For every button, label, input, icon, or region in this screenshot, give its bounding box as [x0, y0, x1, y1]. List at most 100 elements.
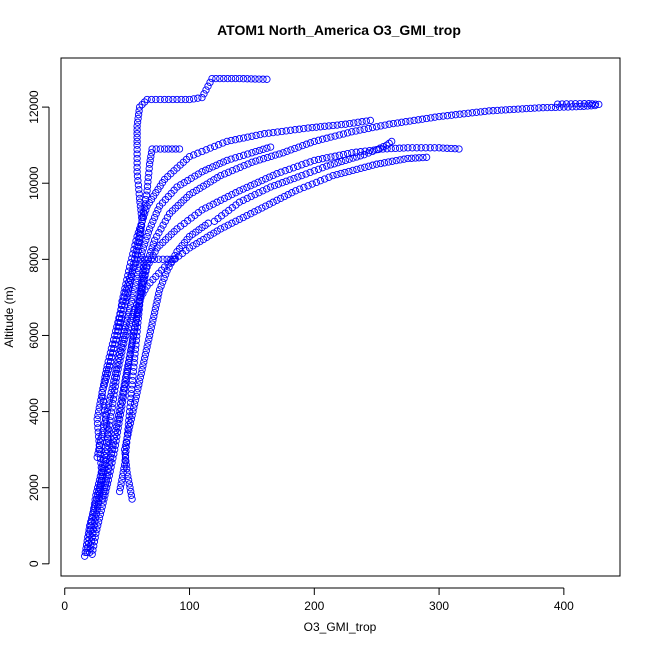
data-point: [102, 487, 110, 496]
data-point: [337, 120, 345, 129]
data-point: [133, 332, 141, 340]
data-point: [283, 147, 291, 155]
data-point: [94, 484, 102, 492]
data-point: [125, 267, 133, 275]
data-point: [489, 107, 497, 115]
x-tick-label: 0: [61, 599, 68, 613]
data-point: [147, 149, 156, 157]
data-point: [123, 434, 131, 442]
data-point: [298, 141, 307, 150]
data-point: [137, 221, 145, 229]
data-point: [286, 126, 295, 134]
data-point: [143, 182, 152, 191]
data-point: [124, 358, 133, 366]
data-point: [314, 155, 323, 164]
data-point: [123, 276, 131, 284]
data-point: [86, 526, 94, 534]
data-point: [239, 185, 247, 193]
data-point: [274, 180, 283, 188]
data-point: [103, 362, 111, 370]
data-point: [163, 255, 171, 263]
data-point: [106, 362, 114, 370]
data-point: [138, 274, 146, 283]
data-point: [227, 136, 235, 145]
data-point: [148, 145, 156, 153]
data-point: [121, 324, 130, 332]
data-point: [132, 392, 140, 401]
data-point: [210, 142, 219, 151]
data-point: [128, 376, 137, 385]
data-point: [90, 504, 98, 513]
data-point: [116, 347, 125, 355]
data-point: [149, 217, 157, 225]
data-point: [204, 219, 212, 227]
y-axis-label: Altitude (m): [2, 286, 16, 347]
data-point: [447, 144, 455, 153]
data-point: [109, 438, 118, 446]
data-point: [123, 468, 131, 477]
data-point: [321, 122, 329, 130]
data-point: [206, 78, 214, 87]
data-point: [402, 118, 410, 126]
data-point: [146, 328, 155, 336]
data-point: [326, 161, 335, 169]
data-point: [209, 200, 217, 208]
data-point: [289, 164, 298, 172]
data-point: [122, 320, 130, 328]
plot-frame: [60, 57, 621, 577]
data-point: [298, 171, 306, 180]
data-point: [108, 340, 117, 348]
data-point: [227, 74, 236, 83]
data-point: [410, 116, 418, 125]
data-point: [167, 259, 175, 267]
data-point: [124, 430, 132, 439]
data-point: [173, 95, 181, 104]
data-point: [117, 396, 126, 404]
data-point: [152, 95, 160, 104]
data-point: [135, 185, 143, 194]
data-point: [139, 267, 147, 275]
data-point: [97, 506, 105, 515]
x-tick-label: 200: [304, 599, 324, 613]
data-point: [133, 118, 142, 126]
data-point: [314, 136, 323, 144]
data-point: [185, 244, 194, 252]
data-point: [98, 472, 106, 480]
data-point: [145, 164, 153, 173]
data-point: [251, 190, 259, 199]
data-point: [271, 151, 279, 159]
data-point: [333, 121, 341, 129]
data-point: [115, 354, 123, 362]
data-point: [256, 130, 264, 139]
data-point: [139, 244, 148, 252]
data-point: [136, 198, 144, 206]
data-point: [535, 104, 543, 112]
data-point: [117, 301, 126, 310]
data-point: [108, 445, 116, 454]
data-point: [339, 150, 348, 159]
data-point: [239, 213, 247, 222]
data-point: [388, 137, 396, 146]
data-point: [345, 167, 353, 176]
data-point: [88, 513, 97, 521]
data-point: [214, 141, 223, 149]
data-point: [261, 175, 270, 183]
data-point: [133, 172, 142, 180]
data-point: [133, 159, 141, 167]
data-point: [134, 177, 142, 185]
data-point: [94, 407, 103, 416]
data-point: [477, 108, 485, 116]
data-point: [248, 158, 256, 166]
data-point: [227, 155, 235, 163]
data-point: [103, 407, 111, 416]
data-point: [235, 187, 244, 195]
data-point: [562, 100, 571, 108]
data-point: [143, 343, 151, 351]
data-point: [426, 144, 434, 152]
data-point: [140, 274, 148, 283]
data-point: [129, 289, 137, 298]
data-point: [120, 331, 128, 340]
data-point: [127, 487, 135, 496]
data-point: [252, 147, 260, 156]
data-point: [115, 314, 124, 322]
